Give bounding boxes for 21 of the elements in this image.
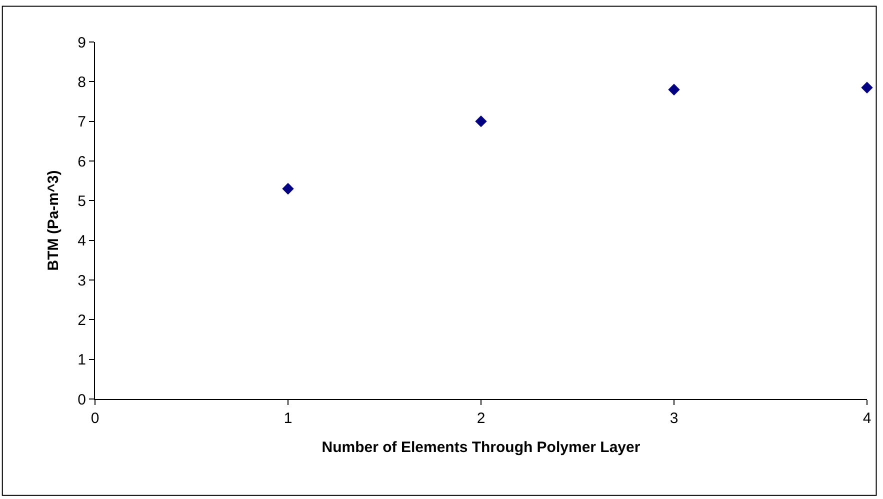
x-tick-label: 4	[862, 410, 872, 427]
y-tick-label: 6	[78, 153, 86, 170]
y-tick-label: 8	[78, 74, 86, 91]
point	[475, 115, 487, 128]
y-tick-label: 9	[78, 34, 86, 52]
y-tick-label: 0	[78, 391, 86, 408]
y-axis-title: BTM (Pa-m^3)	[44, 170, 62, 271]
y-tick-label: 1	[78, 352, 86, 369]
x-tick-label: 0	[90, 410, 100, 427]
x-tick-label: 1	[284, 410, 292, 427]
y-tick-label: 5	[78, 192, 86, 210]
x-tick-label: 3	[670, 410, 678, 427]
y-tick-label: 2	[78, 312, 86, 329]
y-tick-label: 4	[78, 232, 86, 250]
point	[861, 82, 873, 94]
y-tick-label: 3	[78, 272, 86, 290]
x-tick-label: 2	[476, 410, 486, 427]
y-tick-label: 7	[78, 114, 86, 131]
point	[282, 182, 294, 195]
x-axis-title: Number of Elements Through Polymer Layer	[322, 439, 640, 456]
point	[668, 84, 680, 96]
